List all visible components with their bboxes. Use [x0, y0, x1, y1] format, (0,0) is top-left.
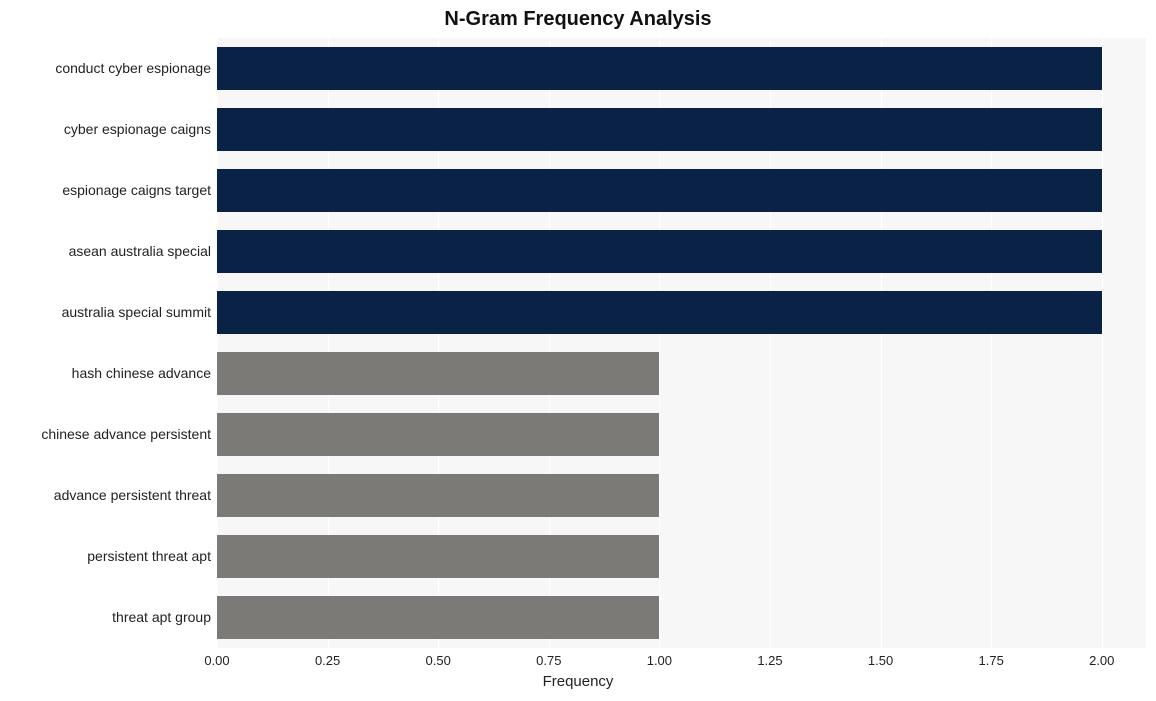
- bar: [217, 535, 659, 579]
- y-category-label: australia special summit: [0, 291, 211, 335]
- y-category-label: threat apt group: [0, 596, 211, 640]
- x-tick-label: 1.75: [979, 653, 1004, 668]
- x-tick-label: 1.50: [868, 653, 893, 668]
- bar: [217, 352, 659, 396]
- gridline: [1102, 38, 1103, 648]
- x-tick-label: 1.00: [647, 653, 672, 668]
- y-category-label: conduct cyber espionage: [0, 47, 211, 91]
- y-category-label: hash chinese advance: [0, 352, 211, 396]
- bar: [217, 47, 1102, 91]
- x-tick-label: 0.75: [536, 653, 561, 668]
- bar: [217, 108, 1102, 152]
- y-category-label: asean australia special: [0, 230, 211, 274]
- y-category-label: espionage caigns target: [0, 169, 211, 213]
- x-tick-label: 1.25: [757, 653, 782, 668]
- x-axis-label: Frequency: [0, 673, 1156, 690]
- bar: [217, 169, 1102, 213]
- y-category-label: persistent threat apt: [0, 535, 211, 579]
- x-tick-label: 0.00: [204, 653, 229, 668]
- y-category-label: advance persistent threat: [0, 474, 211, 518]
- x-tick-label: 0.25: [315, 653, 340, 668]
- bar: [217, 413, 659, 457]
- x-tick-label: 2.00: [1089, 653, 1114, 668]
- ngram-chart: N-Gram Frequency Analysis Frequency 0.00…: [0, 0, 1156, 701]
- plot-area: [217, 38, 1146, 648]
- y-category-label: cyber espionage caigns: [0, 108, 211, 152]
- x-tick-label: 0.50: [426, 653, 451, 668]
- y-category-label: chinese advance persistent: [0, 413, 211, 457]
- bar: [217, 291, 1102, 335]
- bar: [217, 230, 1102, 274]
- bar: [217, 596, 659, 640]
- chart-title: N-Gram Frequency Analysis: [0, 8, 1156, 31]
- bar: [217, 474, 659, 518]
